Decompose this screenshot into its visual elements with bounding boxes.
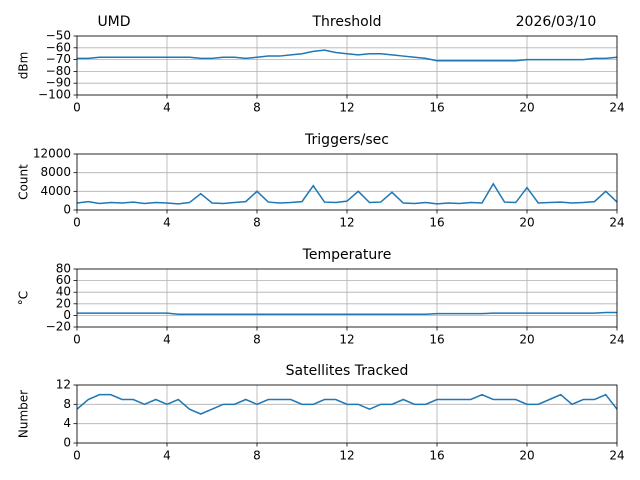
- y-tick-label: −90: [46, 76, 71, 90]
- x-tick-label: 0: [73, 216, 81, 230]
- panel-title: Temperature: [302, 247, 392, 263]
- x-tick-label: 24: [609, 101, 624, 115]
- y-tick-label: 80: [56, 262, 71, 276]
- x-tick-label: 8: [253, 216, 261, 230]
- data-line: [77, 311, 617, 315]
- x-tick-label: 24: [609, 333, 624, 347]
- data-line: [77, 49, 618, 62]
- data-line: [76, 182, 618, 205]
- x-tick-label: 4: [163, 216, 171, 230]
- y-tick-label: 12: [56, 378, 71, 392]
- panel-title: Threshold: [312, 14, 382, 30]
- x-tick-label: 16: [429, 449, 444, 463]
- x-tick-label: 4: [163, 333, 171, 347]
- x-tick-label: 16: [429, 216, 444, 230]
- y-tick-label: −50: [46, 29, 71, 43]
- y-tick-label: 4000: [40, 184, 71, 198]
- x-tick-label: 20: [519, 216, 534, 230]
- x-tick-label: 24: [609, 216, 624, 230]
- y-tick-label: −20: [46, 320, 71, 334]
- y-axis-label: °C: [17, 291, 31, 305]
- axes-frame: [76, 153, 618, 211]
- annotation: UMD: [97, 14, 130, 30]
- x-tick-label: 16: [429, 101, 444, 115]
- x-tick-label: 0: [73, 333, 81, 347]
- x-tick-label: 20: [519, 449, 534, 463]
- x-tick-label: 20: [519, 333, 534, 347]
- x-tick-label: 4: [163, 101, 171, 115]
- x-tick-label: 12: [339, 216, 354, 230]
- x-tick-label: 4: [163, 449, 171, 463]
- x-tick-label: 12: [339, 101, 354, 115]
- y-tick-label: 0: [63, 203, 71, 217]
- x-tick-label: 8: [253, 333, 261, 347]
- y-tick-label: −70: [46, 52, 71, 66]
- x-tick-label: 8: [253, 101, 261, 115]
- y-tick-label: −100: [38, 88, 71, 102]
- y-tick-label: −60: [46, 40, 71, 54]
- y-tick-label: 0: [63, 436, 71, 450]
- y-tick-label: 60: [56, 273, 71, 287]
- x-tick-label: 0: [73, 101, 81, 115]
- x-tick-label: 12: [339, 333, 354, 347]
- y-tick-label: 8: [63, 397, 71, 411]
- data-line: [76, 393, 618, 415]
- y-axis-label: Number: [17, 390, 31, 438]
- annotation: 2026/03/10: [516, 14, 597, 30]
- x-tick-label: 8: [253, 449, 261, 463]
- y-tick-label: 40: [56, 285, 71, 299]
- y-tick-label: 0: [63, 308, 71, 322]
- y-tick-label: 8000: [40, 165, 71, 179]
- y-tick-label: −80: [46, 64, 71, 78]
- axes-frame: [76, 268, 618, 328]
- panel-title: Satellites Tracked: [286, 363, 409, 379]
- x-tick-label: 12: [339, 449, 354, 463]
- x-tick-label: 24: [609, 449, 624, 463]
- y-tick-label: 12000: [33, 147, 71, 161]
- y-axis-label: Count: [17, 164, 31, 200]
- y-tick-label: 4: [63, 416, 71, 430]
- panel-title: Triggers/sec: [304, 132, 389, 148]
- axes-frame: [76, 384, 618, 444]
- x-tick-label: 16: [429, 333, 444, 347]
- y-tick-label: 20: [56, 296, 71, 310]
- axes-frame: [76, 35, 618, 96]
- x-tick-label: 0: [73, 449, 81, 463]
- x-tick-label: 20: [519, 101, 534, 115]
- y-axis-label: dBm: [17, 52, 31, 80]
